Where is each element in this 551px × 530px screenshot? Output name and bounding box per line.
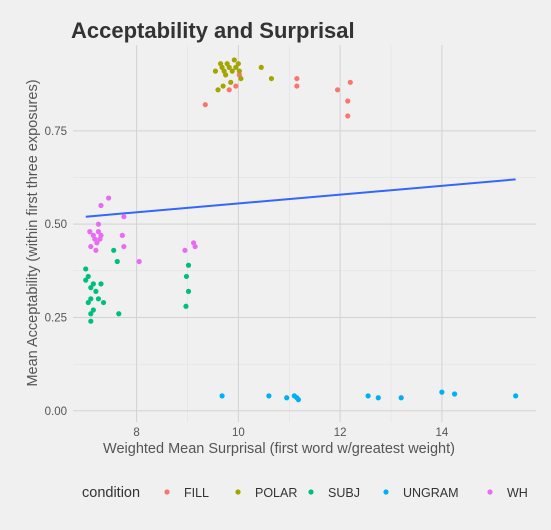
tick-labels: 8 10 12 14 0.00 0.25 0.50 0.75 [45,126,449,439]
point-fill [345,98,351,104]
point-wh [93,247,99,253]
point-fill [294,75,300,82]
y-tick-label: 0.00 [45,406,67,418]
point-polar [233,64,239,70]
point-ungram [375,395,381,401]
grid-lines [73,45,536,422]
legend-label-wh: WH [507,486,528,500]
point-wh [87,229,93,235]
legend-key-ungram [383,489,389,495]
point-polar [238,75,244,82]
point-subj [90,307,96,313]
point-wh [119,232,125,238]
legend-title: condition [82,485,140,501]
point-subj [88,285,94,291]
trend-line [85,178,516,218]
y-axis-label: Mean Acceptability (within first three e… [25,79,41,386]
point-subj [183,273,190,280]
point-subj [98,281,104,287]
point-polar [212,68,219,74]
point-subj [100,299,107,306]
point-fill [334,87,341,93]
point-wh [98,202,104,209]
point-subj [88,296,94,302]
chart-title: Acceptability and Surprisal [71,18,355,43]
point-polar [268,75,275,82]
point-subj [185,288,192,294]
legend-label-polar: POLAR [255,486,297,500]
point-subj [88,311,94,317]
point-ungram [451,391,458,397]
point-wh [98,232,104,238]
y-tick-label: 0.75 [45,126,67,138]
point-ungram [266,393,272,399]
legend-key-polar [235,489,241,495]
point-polar [229,68,235,74]
point-subj [85,299,91,306]
point-wh [192,243,198,250]
point-fill [345,113,351,119]
x-tick-label: 14 [435,427,448,439]
y-tick-label: 0.25 [45,312,67,324]
y-tick-label: 0.50 [45,219,67,231]
point-subj [83,277,89,283]
point-subj [111,247,117,253]
legend-key-fill [164,489,170,495]
legend-label-fill: FILL [184,486,209,500]
point-wh [88,243,94,250]
point-ungram [398,395,404,401]
legend-label-ungram: UNGRAM [403,486,459,500]
point-ungram [219,393,225,399]
point-polar [258,64,264,70]
point-subj [88,318,94,324]
x-tick-label: 8 [133,427,139,439]
x-tick-label: 10 [232,427,245,439]
point-wh [182,247,188,253]
point-subj [114,258,120,265]
x-axis-label: Weighted Mean Surprisal (first word w/gr… [103,441,455,457]
legend: condition FILL POLAR SUBJ UNGRAM WH [82,485,528,501]
point-subj [95,296,102,302]
point-wh [94,240,100,246]
legend-key-wh [487,489,493,495]
point-ungram [284,395,290,401]
point-ungram [439,389,445,395]
legend-key-subj [308,489,314,495]
point-polar [215,87,221,93]
point-ungram [513,393,519,399]
point-polar [220,83,226,89]
point-wh [95,221,102,227]
point-polar [236,68,242,74]
point-wh [106,195,112,201]
x-tick-label: 12 [334,427,347,439]
point-ungram [295,397,301,403]
point-fill [202,102,208,108]
point-subj [183,303,189,309]
point-subj [85,273,91,280]
point-ungram [365,393,371,399]
point-subj [83,266,89,272]
data-points [83,57,519,403]
point-subj [90,281,96,287]
point-fill [233,83,239,89]
point-polar [228,79,234,85]
point-polar [235,61,241,67]
point-wh [95,229,102,235]
point-fill [226,87,232,93]
point-polar [231,57,237,63]
point-subj [93,288,99,294]
point-wh [121,243,127,250]
point-subj [116,311,122,317]
point-polar [223,72,229,78]
point-polar [226,64,232,70]
point-wh [121,214,127,220]
point-wh [136,258,142,265]
point-subj [185,262,192,268]
point-fill [294,83,300,89]
point-fill [347,79,353,85]
legend-label-subj: SUBJ [328,486,360,500]
trend-line-group [85,178,516,218]
